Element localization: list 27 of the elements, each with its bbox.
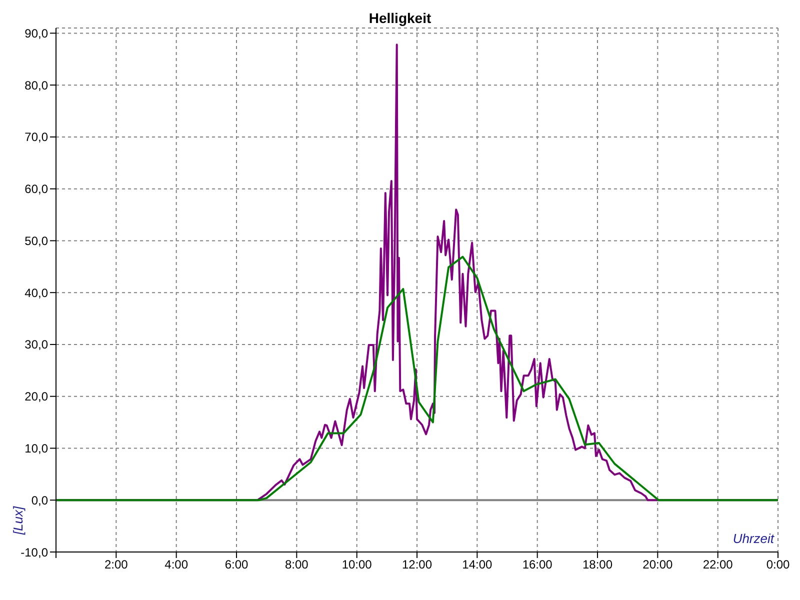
x-axis-title: Uhrzeit: [732, 531, 774, 546]
y-tick-label: 70,0: [24, 130, 48, 144]
x-tick-label: 10:00: [342, 558, 372, 572]
x-tick-label: 0:00: [766, 558, 790, 572]
y-axis-title: [Lux]: [10, 506, 26, 534]
y-tick-label: 20,0: [24, 390, 48, 404]
x-tick-label: 2:00: [104, 558, 128, 572]
x-tick-label: 6:00: [224, 558, 248, 572]
x-tick-label: 20:00: [642, 558, 674, 572]
x-tick-label: 16:00: [522, 558, 553, 572]
chart-title: Helligkeit: [368, 10, 432, 26]
y-tick-label: -10,0: [20, 545, 48, 560]
x-tick-label: 4:00: [164, 558, 188, 572]
x-tick-label: 12:00: [402, 558, 432, 572]
x-tick-label: 14:00: [462, 558, 493, 572]
y-tick-label: 0,0: [31, 493, 48, 508]
x-tick-label: 8:00: [284, 558, 309, 572]
y-tick-label: 30,0: [24, 338, 48, 352]
x-tick-label: 22:00: [702, 558, 734, 572]
y-tick-label: 90,0: [24, 26, 48, 40]
y-tick-label: 50,0: [24, 234, 48, 248]
y-tick-label: 10,0: [24, 442, 48, 456]
line-series: [56, 256, 778, 502]
y-tick-label: 80,0: [24, 78, 48, 92]
y-tick-label: 60,0: [24, 182, 48, 196]
x-tick-label: 18:00: [582, 558, 613, 572]
y-tick-label: 40,0: [24, 286, 48, 300]
